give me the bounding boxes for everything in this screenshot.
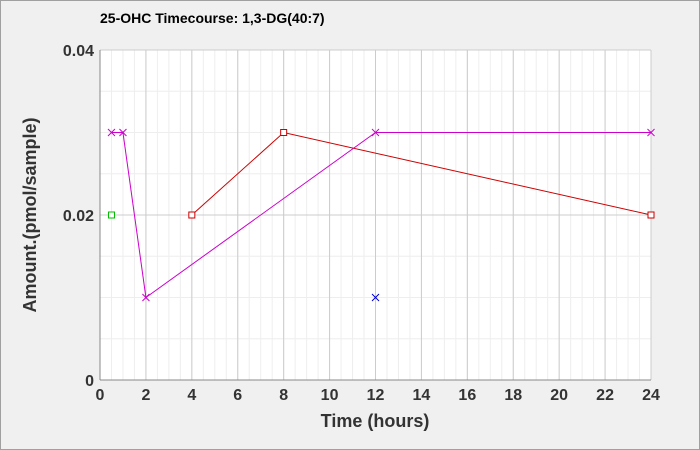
x-tick-label: 12 <box>367 387 385 404</box>
series-1-point <box>107 128 116 137</box>
series-layer <box>107 128 655 302</box>
x-tick-label: 2 <box>141 387 150 404</box>
x-tick-label: 24 <box>642 387 660 404</box>
x-tick-labels: 0 2 4 6 8 10 12 14 16 18 20 22 24 <box>96 387 660 404</box>
x-tick-label: 14 <box>413 387 431 404</box>
x-tick-label: 0 <box>96 387 105 404</box>
y-tick-label: 0.04 <box>63 43 94 60</box>
series-0-point <box>647 211 655 219</box>
y-tick-labels: 0 0.02 0.04 <box>63 43 94 390</box>
y-tick-label: 0 <box>85 373 94 390</box>
x-tick-label: 16 <box>458 387 476 404</box>
x-tick-label: 10 <box>321 387 339 404</box>
y-tick-label: 0.02 <box>63 208 94 225</box>
x-tick-label: 20 <box>550 387 568 404</box>
x-axis-label: Time (hours) <box>321 411 430 431</box>
series-3-point <box>371 293 380 302</box>
y-axis-label: Amount.(pmol/sample) <box>20 117 40 312</box>
series-2-point <box>107 211 115 219</box>
series-0-point <box>188 211 196 219</box>
series-1-point <box>647 128 655 137</box>
x-tick-label: 4 <box>187 387 196 404</box>
chart-title: 25-OHC Timecourse: 1,3-DG(40:7) <box>100 10 325 26</box>
series-0-point <box>280 129 288 136</box>
series-1-point <box>371 128 380 137</box>
x-tick-label: 8 <box>279 387 288 404</box>
x-tick-label: 6 <box>233 387 242 404</box>
x-tick-label: 18 <box>504 387 522 404</box>
series-1-point <box>142 293 150 302</box>
x-tick-label: 22 <box>596 387 614 404</box>
series-1-point <box>119 128 127 137</box>
